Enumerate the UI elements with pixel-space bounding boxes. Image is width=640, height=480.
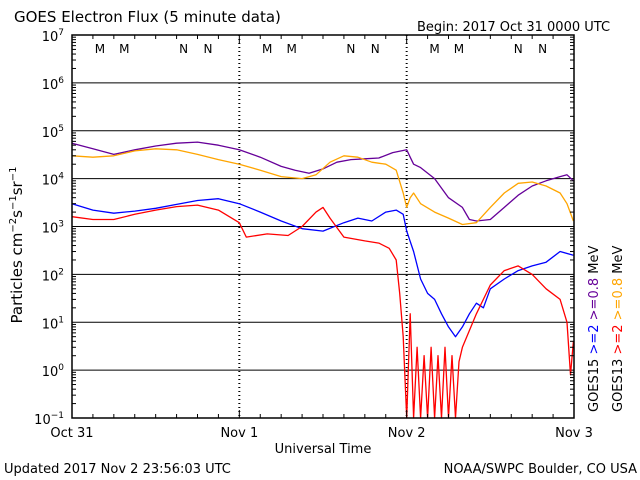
legend-part: >=2 xyxy=(587,324,602,358)
y-tick-1e4: 104 xyxy=(42,172,65,189)
marker-m: M xyxy=(95,42,105,56)
marker-m: M xyxy=(119,42,129,56)
chart-title: GOES Electron Flux (5 minute data) xyxy=(14,8,281,26)
legend-row-1: GOES15 >=2 >=0.8 MeV xyxy=(587,246,602,412)
y-label-exp3: −1 xyxy=(8,167,19,182)
x-tick-labels: Oct 31 Nov 1 Nov 2 Nov 3 xyxy=(50,426,592,441)
x-tick-label: Nov 3 xyxy=(555,426,593,441)
marker-n: N xyxy=(514,42,523,56)
marker-n: N xyxy=(538,42,547,56)
legend-part: >=0.8 xyxy=(611,278,626,325)
legend-part: >=2 xyxy=(611,324,626,358)
series-line-2 xyxy=(71,148,575,226)
y-label-exp1: −2 xyxy=(8,218,19,233)
x-tick-label: Nov 2 xyxy=(388,426,426,441)
legend-part: GOES13 xyxy=(611,359,626,412)
series-line-3 xyxy=(71,198,574,338)
y-label-s: s xyxy=(8,210,26,218)
y-tick-1e3: 103 xyxy=(42,220,64,237)
y-axis-label: Particles cm−2s−1sr−1 xyxy=(8,167,26,324)
legend-part: MeV xyxy=(587,246,602,278)
y-tick-1e0: 100 xyxy=(42,363,65,380)
legend-text: GOES13 >=2 >=0.8 MeV xyxy=(611,246,626,412)
svg-text:Particles cm−2s−1sr−1: Particles cm−2s−1sr−1 xyxy=(8,167,26,324)
marker-n: N xyxy=(371,42,380,56)
y-tick-1e6: 106 xyxy=(42,76,65,93)
y-label-particles: Particles cm xyxy=(8,233,26,324)
y-tick-1e-1: 10−1 xyxy=(34,411,64,428)
y-label-sr: sr xyxy=(8,180,26,195)
grid xyxy=(72,35,574,418)
y-tick-labels: 10−1 100 101 102 103 104 105 106 107 xyxy=(34,28,64,428)
series-line-1 xyxy=(71,141,574,222)
legend-row-2: GOES13 >=2 >=0.8 MeV xyxy=(611,246,626,412)
begin-date: Begin: 2017 Oct 31 0000 UTC xyxy=(417,20,610,35)
y-tick-1e7: 107 xyxy=(42,28,64,45)
series-layer xyxy=(71,141,575,419)
data-source: NOAA/SWPC Boulder, CO USA xyxy=(444,462,637,477)
x-tick-label: Oct 31 xyxy=(50,426,93,441)
marker-n: N xyxy=(179,42,188,56)
marker-m: M xyxy=(454,42,464,56)
x-tick-label: Nov 1 xyxy=(220,426,258,441)
updated-timestamp: Updated 2017 Nov 2 23:56:03 UTC xyxy=(4,462,231,477)
marker-n: N xyxy=(203,42,212,56)
plot-frame xyxy=(71,34,575,419)
y-tick-1e2: 102 xyxy=(42,267,64,284)
legend-part: MeV xyxy=(611,246,626,278)
y-tick-1e5: 105 xyxy=(42,124,64,141)
marker-n: N xyxy=(346,42,355,56)
y-label-exp2: −1 xyxy=(8,195,19,210)
x-axis-label: Universal Time xyxy=(275,442,372,457)
legend-part: >=0.8 xyxy=(587,278,602,325)
marker-m: M xyxy=(262,42,272,56)
legend-text: GOES15 >=2 >=0.8 MeV xyxy=(587,246,602,412)
legend-part: GOES15 xyxy=(587,359,602,412)
marker-m: M xyxy=(286,42,296,56)
y-tick-1e1: 101 xyxy=(42,315,64,332)
marker-m: M xyxy=(429,42,439,56)
series-line-4 xyxy=(71,204,575,419)
